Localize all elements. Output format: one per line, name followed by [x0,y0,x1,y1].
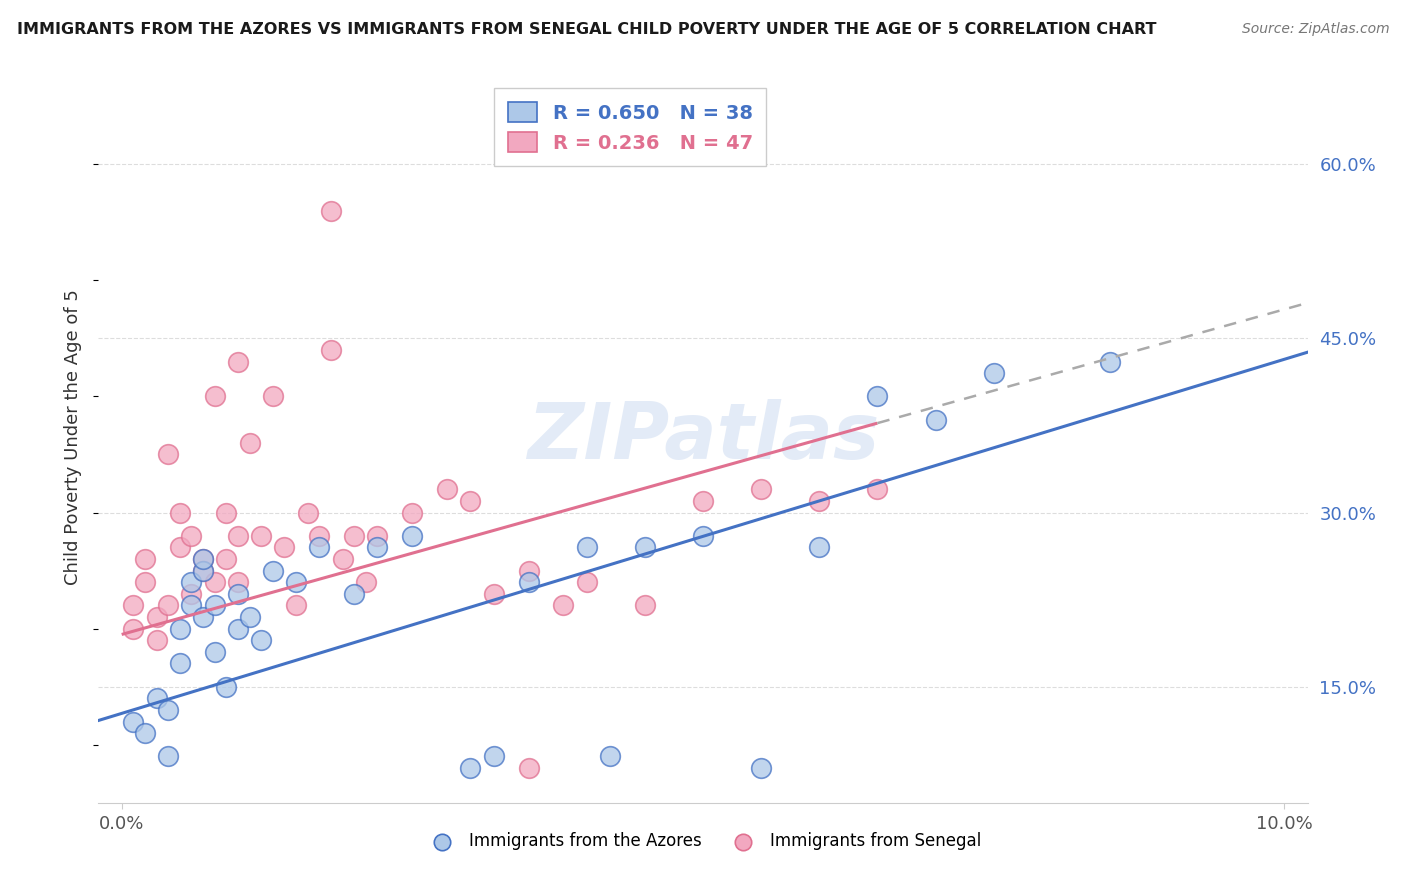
Point [366,541,388,555]
Point [749,483,772,497]
Point [169,506,191,520]
Point [122,714,145,729]
Point [191,564,214,578]
Point [191,552,214,566]
Point [692,494,714,508]
Point [134,575,156,590]
Point [262,389,284,403]
Text: ZIPatlas: ZIPatlas [527,399,879,475]
Point [226,529,249,543]
Point [180,587,202,601]
Point [553,599,575,613]
Point [215,552,238,566]
Point [180,599,202,613]
Point [204,599,226,613]
Point [517,575,540,590]
Point [401,529,423,543]
Point [122,622,145,636]
Point [332,552,354,566]
Point [157,749,180,764]
Point [134,552,156,566]
Point [634,541,657,555]
Point [319,203,342,218]
Point [204,645,226,659]
Point [169,541,191,555]
Point [297,506,319,520]
Point [145,633,167,648]
Point [1098,354,1121,368]
Point [204,389,226,403]
Point [354,575,377,590]
Point [866,483,889,497]
Point [634,599,657,613]
Point [250,633,273,648]
Point [460,761,482,775]
Point [285,599,308,613]
Point [482,749,505,764]
Point [157,599,180,613]
Point [460,494,482,508]
Point [169,622,191,636]
Point [482,587,505,601]
Point [215,680,238,694]
Point [866,389,889,403]
Point [122,599,145,613]
Legend: Immigrants from the Azores, Immigrants from Senegal: Immigrants from the Azores, Immigrants f… [419,825,987,856]
Point [134,726,156,740]
Point [517,761,540,775]
Point [273,541,295,555]
Point [239,436,262,450]
Point [924,412,946,426]
Point [204,575,226,590]
Point [749,761,772,775]
Point [285,575,308,590]
Point [169,657,191,671]
Point [145,691,167,706]
Point [436,483,458,497]
Point [191,610,214,624]
Point [343,587,366,601]
Text: IMMIGRANTS FROM THE AZORES VS IMMIGRANTS FROM SENEGAL CHILD POVERTY UNDER THE AG: IMMIGRANTS FROM THE AZORES VS IMMIGRANTS… [17,22,1156,37]
Point [191,564,214,578]
Point [366,529,388,543]
Point [808,494,831,508]
Point [191,552,214,566]
Point [262,564,284,578]
Point [983,366,1005,380]
Point [308,529,330,543]
Point [308,541,330,555]
Point [226,575,249,590]
Point [215,506,238,520]
Text: Source: ZipAtlas.com: Source: ZipAtlas.com [1241,22,1389,37]
Point [226,622,249,636]
Point [226,587,249,601]
Point [145,610,167,624]
Point [157,703,180,717]
Point [319,343,342,357]
Point [692,529,714,543]
Point [517,564,540,578]
Point [180,529,202,543]
Point [575,575,598,590]
Point [575,541,598,555]
Point [250,529,273,543]
Point [239,610,262,624]
Point [226,354,249,368]
Point [343,529,366,543]
Point [157,448,180,462]
Point [401,506,423,520]
Y-axis label: Child Poverty Under the Age of 5: Child Poverty Under the Age of 5 [65,289,83,585]
Point [180,575,202,590]
Point [808,541,831,555]
Point [599,749,621,764]
